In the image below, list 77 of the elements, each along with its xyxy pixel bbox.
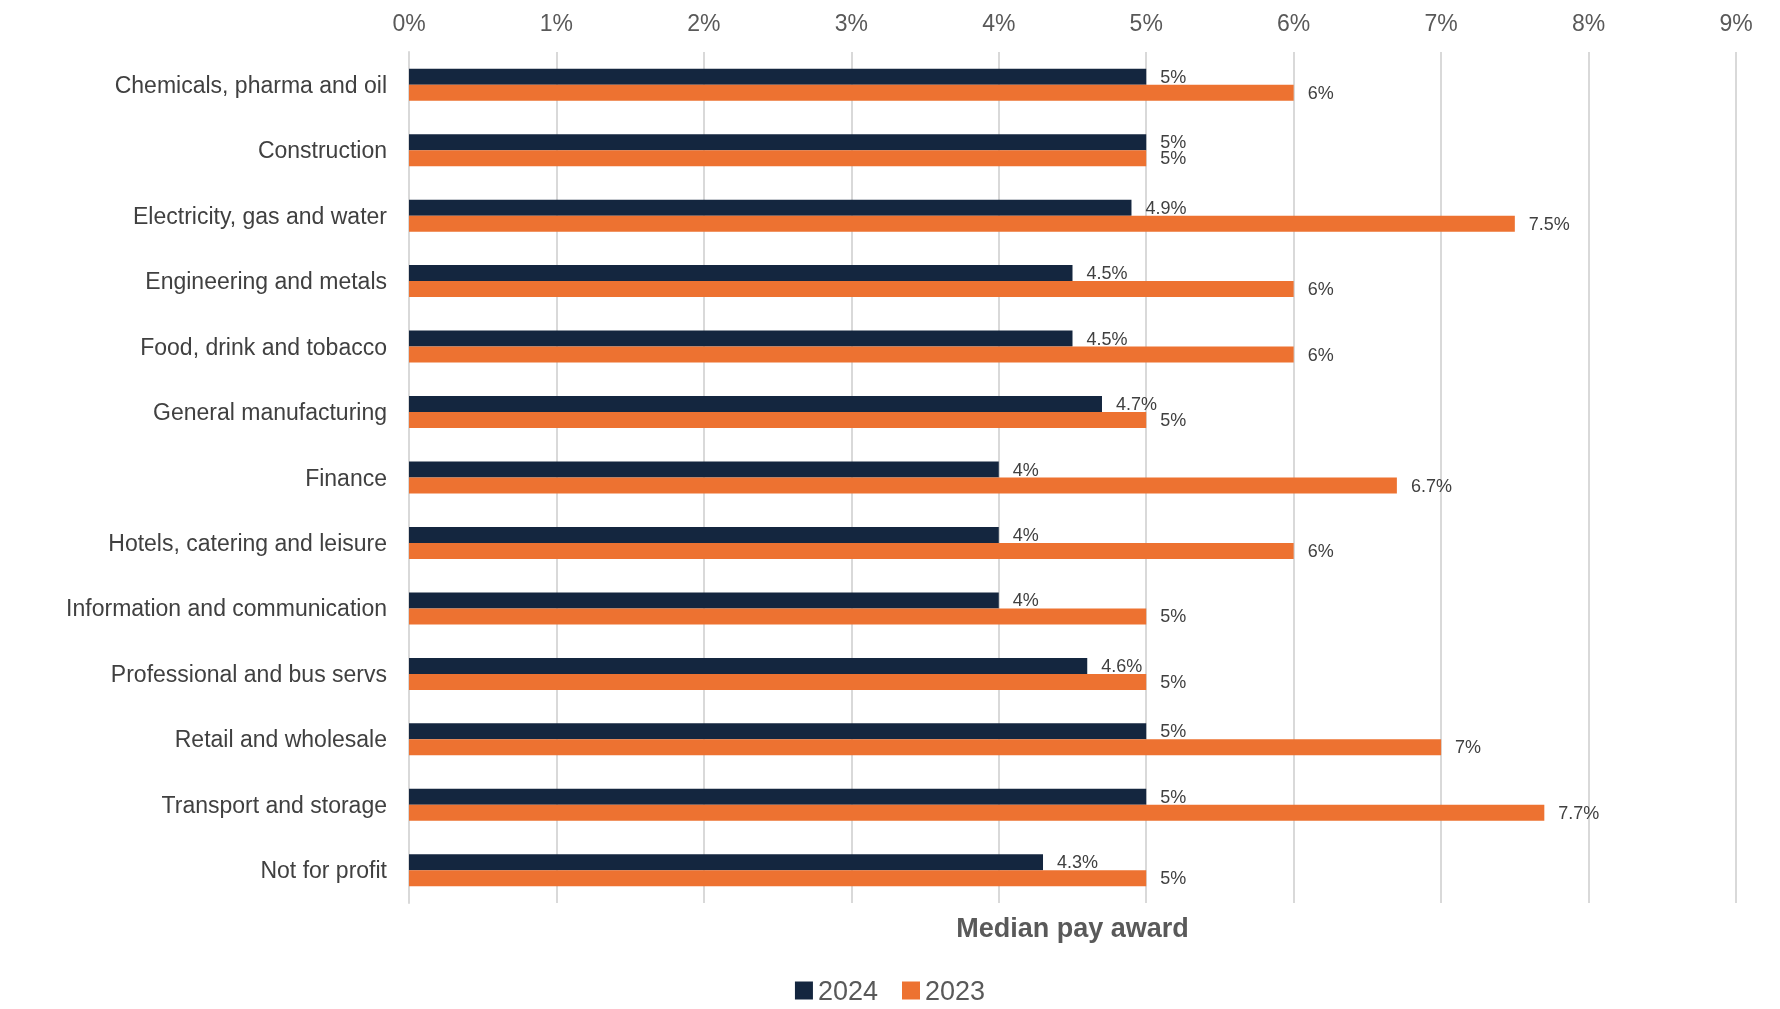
- y-tick-label: Electricity, gas and water: [133, 202, 388, 229]
- bar: [409, 461, 999, 478]
- y-tick-label: Chemicals, pharma and oil: [114, 71, 387, 98]
- x-tick-label: 6%: [1277, 9, 1311, 36]
- bar: [409, 84, 1294, 101]
- data-label: 6%: [1307, 344, 1334, 365]
- data-label: 6%: [1307, 540, 1334, 561]
- data-label: 5%: [1160, 721, 1187, 742]
- y-tick-label: Professional and bus servs: [110, 660, 387, 687]
- bar: [409, 723, 1147, 740]
- legend-label: 2024: [817, 975, 879, 1006]
- data-label: 4%: [1012, 590, 1039, 611]
- y-tick-label: Not for profit: [260, 857, 388, 884]
- y-tick-label: Construction: [257, 137, 387, 164]
- y-tick-label: Information and communication: [66, 595, 387, 622]
- legend-label: 2023: [925, 975, 986, 1006]
- data-label: 5%: [1160, 671, 1187, 692]
- data-label: 4.9%: [1145, 197, 1187, 218]
- y-tick-label: Engineering and metals: [145, 268, 387, 295]
- data-label: 7.7%: [1558, 802, 1600, 823]
- bar: [409, 608, 1147, 625]
- bar: [409, 673, 1147, 690]
- x-axis-title: Median pay award: [956, 912, 1189, 943]
- x-tick-label: 8%: [1571, 9, 1606, 36]
- x-tick-label: 1%: [539, 9, 574, 36]
- data-label: 6.7%: [1410, 475, 1452, 496]
- bar: [409, 854, 1044, 871]
- bar: [409, 526, 999, 543]
- y-tick-label: Food, drink and tobacco: [140, 333, 387, 360]
- bar: [409, 739, 1442, 756]
- data-label: 4%: [1012, 524, 1039, 545]
- y-tick-label: Hotels, catering and leisure: [108, 529, 387, 556]
- data-label: 4.5%: [1086, 328, 1128, 349]
- data-label: 4.5%: [1086, 263, 1128, 284]
- bar: [409, 150, 1147, 167]
- bar: [409, 281, 1294, 298]
- bar: [409, 396, 1102, 413]
- data-label: 5%: [1160, 148, 1187, 169]
- bar: [409, 870, 1147, 887]
- data-label: 5%: [1160, 868, 1187, 889]
- data-label: 6%: [1307, 279, 1334, 300]
- x-tick-label: 5%: [1129, 9, 1163, 36]
- data-label: 4.3%: [1057, 852, 1099, 873]
- bar: [409, 134, 1147, 151]
- data-label: 5%: [1160, 786, 1187, 807]
- data-label: 5%: [1160, 410, 1187, 431]
- data-label: 6%: [1307, 82, 1334, 103]
- y-tick-label: Retail and wholesale: [174, 726, 387, 753]
- bar: [409, 657, 1088, 674]
- bar: [409, 346, 1294, 363]
- data-label: 4.7%: [1115, 394, 1158, 415]
- data-label: 5%: [1160, 66, 1187, 87]
- data-label: 5%: [1160, 606, 1187, 627]
- x-tick-label: 7%: [1424, 9, 1458, 36]
- bar: [409, 592, 999, 609]
- data-label: 7.5%: [1528, 213, 1570, 234]
- data-label: 4%: [1012, 459, 1039, 480]
- bar: [409, 330, 1073, 347]
- bar: [409, 199, 1132, 216]
- x-tick-label: 9%: [1719, 9, 1753, 36]
- x-tick-label: 0%: [392, 9, 426, 36]
- bar: [409, 788, 1147, 805]
- bar: [409, 477, 1397, 494]
- bar: [409, 215, 1515, 232]
- x-tick-label: 4%: [982, 9, 1016, 36]
- bar: [409, 542, 1294, 559]
- bar: [409, 412, 1147, 429]
- bar: [409, 804, 1545, 821]
- data-label: 4.6%: [1101, 655, 1143, 676]
- data-label: 7%: [1455, 737, 1482, 758]
- bar: [409, 68, 1147, 85]
- y-tick-label: Finance: [305, 464, 387, 491]
- bar: [409, 265, 1073, 282]
- x-tick-label: 2%: [687, 9, 721, 36]
- x-tick-label: 3%: [834, 9, 868, 36]
- y-tick-label: General manufacturing: [153, 399, 387, 426]
- y-tick-label: Transport and storage: [161, 791, 387, 818]
